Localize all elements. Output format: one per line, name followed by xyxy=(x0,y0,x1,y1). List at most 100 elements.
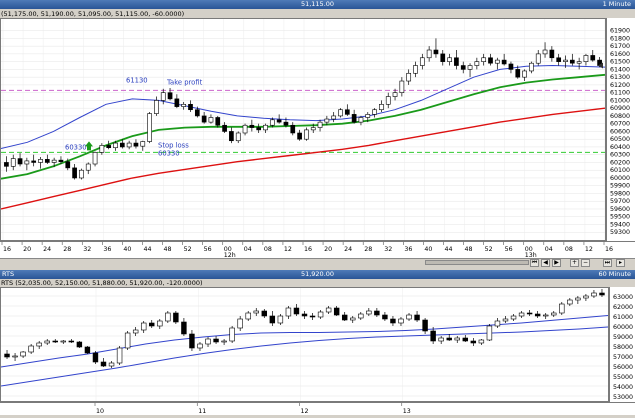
x-tick-label: 28 xyxy=(364,246,372,253)
take-profit-price-label: 61130 xyxy=(126,76,148,84)
candle-up xyxy=(478,339,485,344)
bottom-symbol-label: RTS xyxy=(2,270,15,278)
candle-down xyxy=(106,145,112,149)
scroll-start-button[interactable]: ⏮ xyxy=(530,259,539,267)
y-tick-label: 59300 xyxy=(610,229,630,236)
top-scroll-thumb[interactable] xyxy=(425,260,529,265)
candle-up xyxy=(205,338,211,345)
candle-up xyxy=(366,310,372,315)
top-timeframe-label: 1 Minute xyxy=(602,0,631,8)
candle-up xyxy=(494,59,500,64)
candle-down xyxy=(534,313,541,317)
y-tick-label: 59600 xyxy=(610,206,630,213)
top-plot-area[interactable]: 61130 Take profit Stop loss 60330 60330 xyxy=(0,18,606,241)
candle-down xyxy=(119,142,125,148)
candle-up xyxy=(358,117,364,123)
candle-up xyxy=(116,347,123,364)
scroll-end-button[interactable]: ⏭ xyxy=(603,259,612,267)
candle-up xyxy=(325,307,332,313)
y-tick-label: 60700 xyxy=(610,121,630,128)
scroll-left-button[interactable]: ◀ xyxy=(541,259,550,267)
candle-down xyxy=(84,346,91,354)
candle-up xyxy=(529,62,534,72)
candle-down xyxy=(470,340,477,344)
candle-up xyxy=(24,160,30,165)
bottom-x-axis: 10 11 12 13 xyxy=(0,402,635,415)
candle-up xyxy=(140,322,147,331)
candle-up xyxy=(285,307,292,317)
bottom-plot-area[interactable] xyxy=(0,287,609,402)
candle-up xyxy=(474,61,480,66)
candle-up xyxy=(447,57,452,62)
candle-up xyxy=(317,121,323,128)
candle-up xyxy=(92,152,98,165)
buy-arrow-icon xyxy=(85,141,93,151)
candle-up xyxy=(229,327,235,342)
candle-up xyxy=(208,117,214,123)
candle-up xyxy=(583,55,589,62)
scroll-right-button[interactable]: ▶ xyxy=(552,259,561,267)
candle-down xyxy=(65,161,71,169)
scroll-far-right-button[interactable]: ▸ xyxy=(616,259,625,267)
y-tick-label: 60900 xyxy=(610,105,630,112)
candle-up xyxy=(242,124,248,134)
candle-up xyxy=(237,318,243,329)
candle-up xyxy=(576,61,582,64)
y-tick-label: 63000 xyxy=(613,294,633,301)
candle-down xyxy=(68,340,75,343)
y-tick-label: 61500 xyxy=(610,59,630,66)
x-tick-label: 24 xyxy=(344,246,352,253)
x-tick-label: 00 xyxy=(525,246,533,253)
zoom-out-button[interactable]: − xyxy=(581,259,590,267)
candle-up xyxy=(181,103,187,107)
candle-up xyxy=(124,332,131,349)
candle-down xyxy=(201,115,207,123)
candle-up xyxy=(398,318,404,324)
x-tick-label: 32 xyxy=(384,246,392,253)
candle-up xyxy=(481,57,487,62)
candle-down xyxy=(149,322,155,327)
candle-up xyxy=(518,312,525,317)
candle-up xyxy=(591,292,597,297)
candle-down xyxy=(433,49,439,55)
candle-up xyxy=(132,329,139,334)
zoom-in-button[interactable]: + xyxy=(570,259,579,267)
x-tick-label: 16 xyxy=(605,246,613,253)
candle-down xyxy=(4,162,9,167)
candle-down xyxy=(133,142,139,147)
candle-up xyxy=(253,310,259,314)
candle-up xyxy=(338,109,343,117)
candle-down xyxy=(44,159,50,163)
candle-down xyxy=(213,338,219,343)
candle-up xyxy=(406,314,412,320)
candle-down xyxy=(76,341,83,348)
candle-down xyxy=(167,92,173,100)
y-tick-label: 57000 xyxy=(613,354,633,361)
candle-up xyxy=(486,325,493,341)
candle-down xyxy=(194,109,200,117)
candle-up xyxy=(372,109,377,115)
candle-down xyxy=(52,340,58,343)
x-tick-label: 32 xyxy=(83,246,91,253)
bottom-title-bar[interactable]: RTS 51,920.00 60 Minute xyxy=(0,270,635,279)
candle-up xyxy=(154,100,159,114)
candle-down xyxy=(222,124,227,132)
top-x-axis: 16 20 24 28 32 36 40 44 48 52 56 00 12h 04 08 12 16 20 24 2… xyxy=(0,241,635,259)
candle-down xyxy=(290,124,296,134)
x-tick-label: 08 xyxy=(565,246,573,253)
y-tick-label: 60500 xyxy=(610,136,630,143)
x-tick-label: 52 xyxy=(184,246,192,253)
candle-down xyxy=(173,312,179,323)
x-tick-label: 10 xyxy=(96,408,104,415)
y-tick-label: 59400 xyxy=(610,221,630,228)
candle-up xyxy=(51,159,57,163)
candle-down xyxy=(215,117,221,126)
moving-average-line xyxy=(1,326,608,387)
top-scrollbar[interactable]: ⏮ ◀ ▶ + − ⏭ ▸ xyxy=(0,258,635,267)
top-title-bar[interactable]: 51,115.00 1 Minute xyxy=(0,0,635,9)
candle-up xyxy=(510,315,517,320)
bottom-ohlc-readout: RTS (52,035.00, 52,150.00, 51,880.00, 51… xyxy=(1,279,203,287)
candle-up xyxy=(310,127,316,131)
candle-down xyxy=(422,319,428,332)
